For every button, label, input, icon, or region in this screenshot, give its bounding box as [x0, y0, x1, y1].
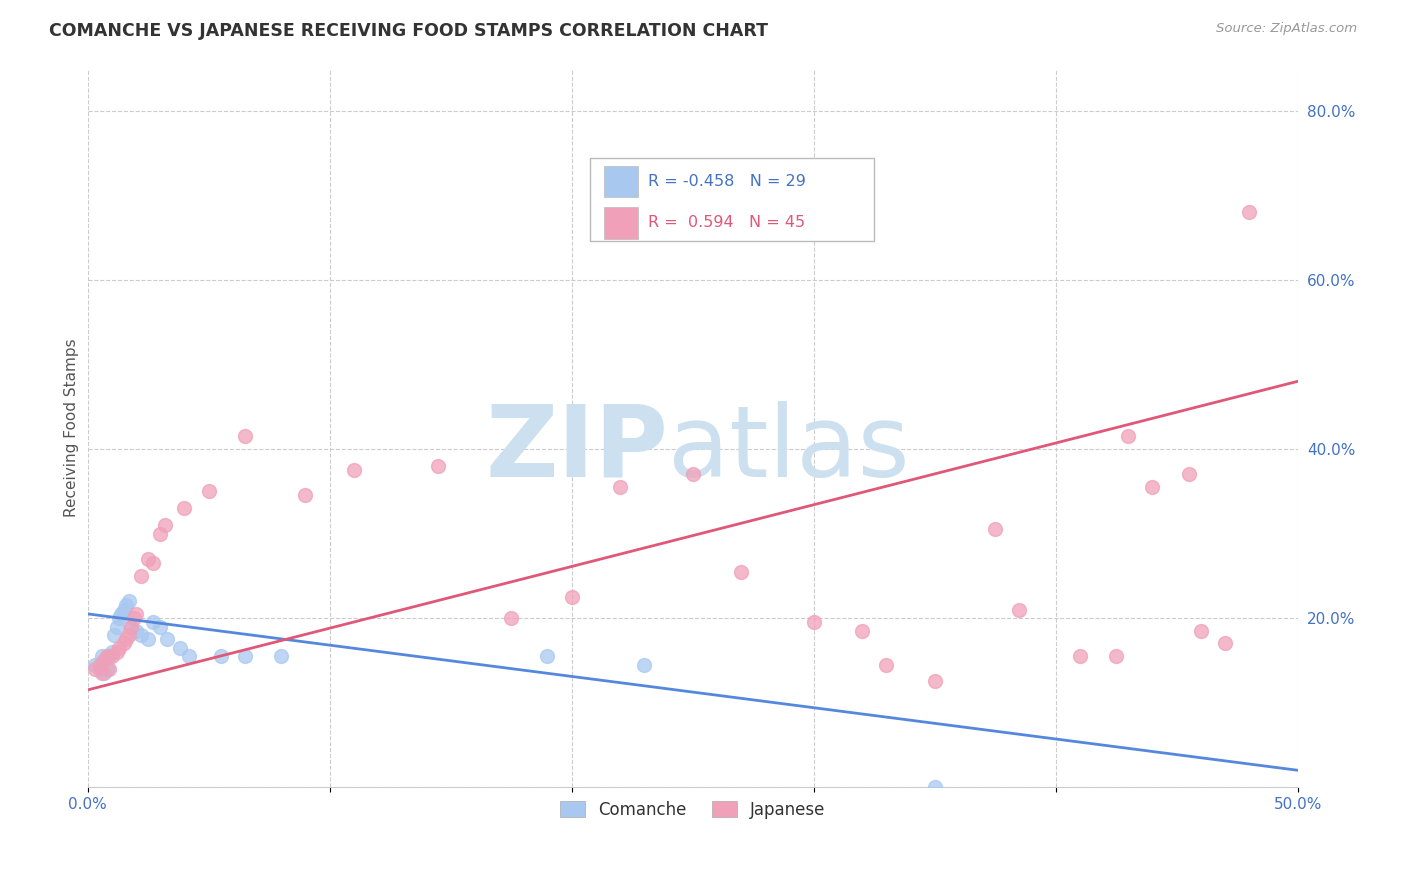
- Point: [169, 640, 191, 655]
- Text: R = -0.458   N = 29: R = -0.458 N = 29: [648, 174, 806, 189]
- Point: [875, 657, 897, 672]
- Point: [1177, 467, 1199, 482]
- Point: [1237, 205, 1260, 219]
- Point: [149, 619, 172, 633]
- Point: [851, 624, 873, 638]
- Point: [233, 649, 256, 664]
- Point: [91, 649, 114, 664]
- Point: [179, 649, 201, 664]
- Point: [83, 657, 105, 672]
- Point: [129, 569, 152, 583]
- Point: [209, 649, 232, 664]
- Point: [122, 611, 145, 625]
- Point: [1213, 636, 1236, 650]
- Point: [83, 662, 105, 676]
- FancyBboxPatch shape: [589, 159, 875, 241]
- Point: [1008, 602, 1031, 616]
- Point: [803, 615, 825, 630]
- Point: [1142, 480, 1164, 494]
- Point: [924, 674, 946, 689]
- Point: [112, 636, 135, 650]
- Point: [156, 632, 179, 647]
- Point: [120, 619, 142, 633]
- Point: [136, 552, 159, 566]
- Text: ZIP: ZIP: [485, 401, 668, 498]
- Point: [343, 463, 366, 477]
- Text: R =  0.594   N = 45: R = 0.594 N = 45: [648, 215, 806, 230]
- Point: [233, 429, 256, 443]
- Text: atlas: atlas: [668, 401, 910, 498]
- Point: [142, 615, 165, 630]
- Point: [105, 619, 128, 633]
- Point: [93, 653, 115, 667]
- Point: [96, 649, 118, 664]
- Point: [118, 594, 141, 608]
- Text: COMANCHE VS JAPANESE RECEIVING FOOD STAMPS CORRELATION CHART: COMANCHE VS JAPANESE RECEIVING FOOD STAM…: [49, 22, 768, 40]
- Point: [125, 624, 148, 638]
- Point: [91, 666, 114, 681]
- Point: [499, 611, 522, 625]
- Point: [173, 501, 195, 516]
- Point: [125, 607, 148, 621]
- Point: [108, 640, 131, 655]
- Point: [136, 632, 159, 647]
- Point: [142, 556, 165, 570]
- Point: [633, 657, 655, 672]
- Point: [536, 649, 558, 664]
- Point: [100, 649, 122, 664]
- Point: [149, 526, 172, 541]
- Point: [924, 780, 946, 794]
- Point: [197, 484, 219, 499]
- Point: [1105, 649, 1128, 664]
- Point: [93, 666, 115, 681]
- Point: [561, 590, 583, 604]
- Point: [1116, 429, 1139, 443]
- Point: [120, 619, 142, 633]
- Point: [609, 480, 631, 494]
- Point: [112, 602, 135, 616]
- Point: [110, 607, 132, 621]
- Point: [730, 565, 752, 579]
- Text: Source: ZipAtlas.com: Source: ZipAtlas.com: [1216, 22, 1357, 36]
- Bar: [605, 207, 638, 239]
- Point: [96, 662, 118, 676]
- Point: [89, 657, 111, 672]
- Point: [100, 645, 122, 659]
- Point: [294, 488, 316, 502]
- Point: [115, 632, 138, 647]
- Point: [115, 599, 138, 613]
- Point: [118, 628, 141, 642]
- Point: [984, 522, 1007, 536]
- Point: [129, 628, 152, 642]
- Legend: Comanche, Japanese: Comanche, Japanese: [553, 794, 832, 826]
- Point: [89, 662, 111, 676]
- Point: [682, 467, 704, 482]
- Point: [270, 649, 292, 664]
- Point: [1189, 624, 1212, 638]
- Bar: [605, 166, 638, 197]
- Point: [427, 458, 450, 473]
- Point: [153, 518, 176, 533]
- Point: [103, 628, 125, 642]
- Y-axis label: Receiving Food Stamps: Receiving Food Stamps: [65, 339, 79, 517]
- Point: [98, 662, 121, 676]
- Point: [1069, 649, 1091, 664]
- Point: [105, 645, 128, 659]
- Point: [108, 611, 131, 625]
- Point: [98, 649, 121, 664]
